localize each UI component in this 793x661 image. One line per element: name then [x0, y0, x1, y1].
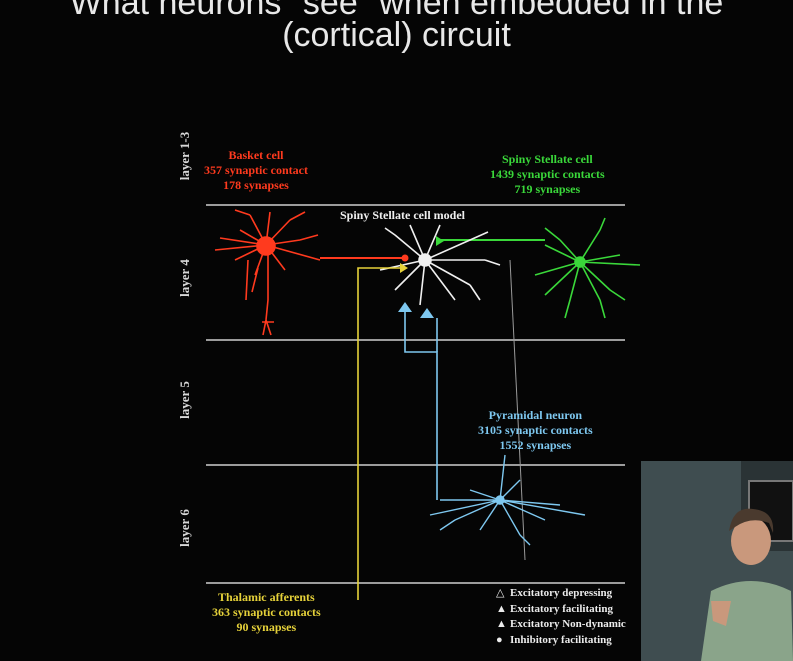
- legend-row: △ Excitatory depressing: [496, 586, 626, 602]
- thalamic-afferent: [357, 267, 400, 600]
- excitatory-synapse-green: [436, 236, 444, 246]
- legend-label: Excitatory Non-dynamic: [510, 618, 626, 630]
- layer-label-5: layer 5: [177, 381, 192, 419]
- legend-row: ▲ Excitatory Non-dynamic: [496, 617, 626, 633]
- legend-label: Excitatory facilitating: [510, 602, 613, 615]
- spiny-stellate-green-neuron: [534, 217, 641, 319]
- basket-cell-synapses: 178 synapses: [223, 178, 289, 192]
- spiny-green-name: Spiny Stellate cell: [502, 152, 593, 166]
- open-triangle-icon: △: [496, 587, 505, 599]
- speaker-video-inset: [641, 461, 793, 661]
- thalamic-label: Thalamic afferents 363 synaptic contacts…: [212, 590, 321, 635]
- pyramidal-connection: [404, 312, 438, 500]
- spiny-green-synapses: 719 synapses: [514, 182, 581, 196]
- blue-synapse-2: [420, 308, 434, 318]
- pyramidal-label: Pyramidal neuron 3105 synaptic contacts …: [478, 408, 593, 453]
- speaker-figure-icon: [641, 461, 793, 661]
- legend-label: Inhibitory facilitating: [510, 633, 612, 646]
- synapse-legend: △ Excitatory depressing ▲ Excitatory facil…: [496, 586, 626, 648]
- layer-label-6: layer 6: [177, 509, 192, 547]
- pyramidal-synapses: 1552 synapses: [499, 438, 572, 452]
- thalamic-synapse: [400, 263, 408, 273]
- filled-triangle-icon: ▲: [496, 602, 507, 615]
- thalamic-synapses: 90 synapses: [236, 620, 297, 634]
- slide-title-line2: (cortical) circuit: [282, 16, 511, 54]
- spiny-green-label: Spiny Stellate cell 1439 synaptic contac…: [490, 152, 605, 197]
- legend-row: ▲ Excitatory facilitating: [496, 602, 626, 618]
- legend-row: ● Inhibitory facilitating: [496, 633, 626, 649]
- pyramidal-name: Pyramidal neuron: [488, 408, 583, 422]
- basket-cell-contacts: 357 synaptic contact: [204, 163, 308, 177]
- slide-title-line1: What neurons "see" when embedded in the: [69, 0, 724, 22]
- basket-cell-label: Basket cell 357 synaptic contact 178 syn…: [204, 148, 308, 193]
- thalamic-contacts: 363 synaptic contacts: [212, 605, 321, 619]
- basket-cell-name: Basket cell: [228, 148, 284, 162]
- layer-label-4: layer 4: [177, 259, 192, 297]
- model-neuron: [379, 224, 501, 306]
- pyramidal-contacts: 3105 synaptic contacts: [478, 423, 593, 437]
- shaded-triangle-icon: ▲: [496, 618, 507, 630]
- thalamic-name: Thalamic afferents: [217, 590, 315, 604]
- model-cell-label: Spiny Stellate cell model: [340, 208, 465, 222]
- inhibitory-synapse: [401, 254, 409, 262]
- blue-synapse-1: [398, 302, 412, 312]
- layer-label-1-3: layer 1-3: [177, 131, 192, 181]
- basket-cell-neuron: [214, 209, 321, 336]
- spiny-green-contacts: 1439 synaptic contacts: [490, 167, 605, 181]
- pyramidal-neuron: [429, 454, 586, 546]
- filled-circle-icon: ●: [496, 633, 503, 646]
- legend-label: Excitatory depressing: [510, 587, 613, 599]
